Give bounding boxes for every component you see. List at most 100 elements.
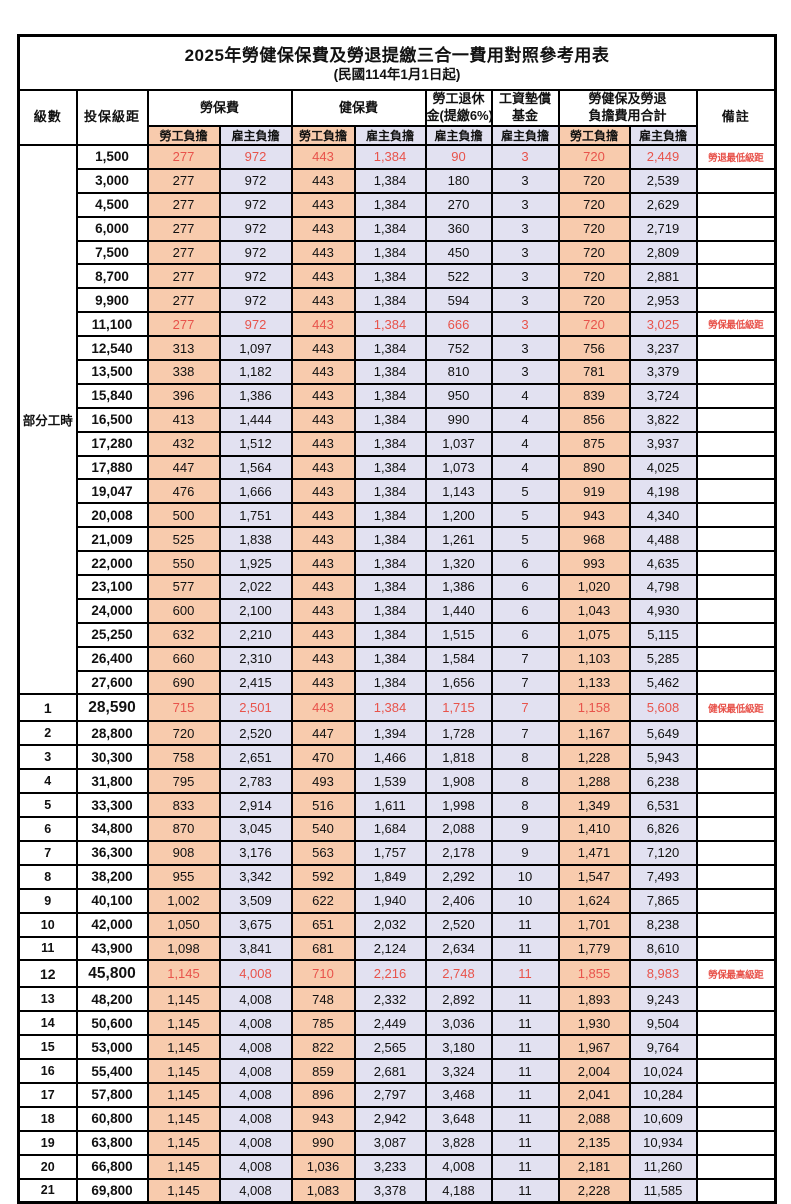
cell-health-employee: 443: [290, 144, 356, 170]
cell-labor-employee: 313: [146, 335, 221, 362]
cell-labor-employee: 396: [146, 382, 221, 409]
cell-pension-employer: 1,440: [424, 597, 493, 624]
cell-fund-employer: 3: [490, 191, 560, 218]
cell-labor-employee: 476: [146, 478, 221, 505]
cell-total-employer: 3,937: [628, 430, 698, 457]
cell-fund-employer: 6: [490, 621, 560, 648]
cell-labor-employer: 4,008: [218, 1034, 293, 1061]
cell-health-employee: 785: [290, 1010, 356, 1037]
cell-level: 5: [17, 792, 78, 819]
cell-fund-employer: 11: [490, 935, 560, 962]
cell-total-employee: 1,075: [557, 621, 631, 648]
cell-remark: [695, 792, 777, 819]
cell-fund-employer: 11: [490, 1058, 560, 1084]
cell-labor-employer: 4,008: [218, 1105, 293, 1132]
cell-labor-employer: 1,925: [218, 550, 293, 577]
cell-remark: [695, 382, 777, 409]
cell-health-employee: 540: [290, 816, 356, 842]
table-row: 1 28,590 715 2,501 443 1,384 1,715 7 1,158 5,608 健…: [17, 693, 777, 723]
cell-labor-employer: 3,675: [218, 911, 293, 938]
cell-labor-employer: 1,751: [218, 502, 293, 529]
cell-bracket: 9,900: [75, 287, 149, 314]
cell-labor-employee: 1,145: [146, 1058, 221, 1084]
table-row: 4 31,800 795 2,783 493 1,539 1,908 8 1,288 6,238: [17, 768, 777, 795]
cell-pension-employer: 1,073: [424, 454, 493, 481]
cell-total-employer: 4,488: [628, 526, 698, 553]
cell-health-employee: 443: [290, 693, 356, 723]
table-row: 8 38,200 955 3,342 592 1,849 2,292 10 1,547 7,493: [17, 863, 777, 890]
table-row: 2 28,800 720 2,520 447 1,394 1,728 7 1,167 5,649: [17, 720, 777, 747]
cell-fund-employer: 6: [490, 550, 560, 577]
cell-labor-employer: 4,008: [218, 1177, 293, 1204]
cell-health-employer: 1,384: [353, 191, 427, 218]
cell-health-employee: 443: [290, 669, 356, 696]
cell-pension-employer: 2,520: [424, 911, 493, 938]
cell-labor-employee: 1,145: [146, 1081, 221, 1108]
cell-fund-employer: 4: [490, 454, 560, 481]
cell-bracket: 25,250: [75, 621, 149, 648]
cell-bracket: 24,000: [75, 597, 149, 624]
cell-pension-employer: 1,715: [424, 693, 493, 723]
cell-pension-employer: 450: [424, 239, 493, 266]
cell-total-employee: 2,088: [557, 1105, 631, 1132]
cell-pension-employer: 810: [424, 359, 493, 385]
header-health-employer: 雇主負擔: [353, 125, 427, 146]
table-row: 20 66,800 1,145 4,008 1,036 3,233 4,008 11 2,181…: [17, 1153, 777, 1180]
cell-total-employee: 720: [557, 167, 631, 194]
cell-health-employee: 443: [290, 191, 356, 218]
cell-total-employer: 10,024: [628, 1058, 698, 1084]
cell-labor-employer: 3,841: [218, 935, 293, 962]
cell-pension-employer: 594: [424, 287, 493, 314]
cell-health-employee: 443: [290, 263, 356, 290]
cell-health-employer: 1,384: [353, 574, 427, 600]
cell-health-employee: 443: [290, 597, 356, 624]
cell-labor-employee: 577: [146, 574, 221, 600]
cell-pension-employer: 3,036: [424, 1010, 493, 1037]
cell-total-employee: 1,410: [557, 816, 631, 842]
cell-health-employee: 443: [290, 167, 356, 194]
cell-bracket: 15,840: [75, 382, 149, 409]
cell-bracket: 60,800: [75, 1105, 149, 1132]
table-row: 12 45,800 1,145 4,008 710 2,216 2,748 11 1,855 8,…: [17, 959, 777, 989]
cell-labor-employee: 1,145: [146, 1129, 221, 1156]
cell-level: 6: [17, 816, 78, 842]
cell-health-employer: 1,384: [353, 239, 427, 266]
cell-fund-employer: 3: [490, 311, 560, 338]
cell-health-employee: 896: [290, 1081, 356, 1108]
cell-health-employee: 443: [290, 287, 356, 314]
cell-total-employer: 2,719: [628, 215, 698, 242]
cell-remark: [695, 839, 777, 866]
cell-health-employee: 443: [290, 550, 356, 577]
cell-labor-employer: 1,512: [218, 430, 293, 457]
cell-level: 11: [17, 935, 78, 962]
cell-fund-employer: 3: [490, 359, 560, 385]
cell-labor-employee: 1,145: [146, 959, 221, 989]
cell-fund-employer: 8: [490, 744, 560, 771]
cell-remark: [695, 502, 777, 529]
cell-pension-employer: 950: [424, 382, 493, 409]
table-row: 27,600 690 2,415 443 1,384 1,656 7 1,133 5,462: [19, 669, 777, 696]
cell-health-employer: 1,384: [353, 287, 427, 314]
cell-health-employer: 1,384: [353, 693, 427, 723]
cell-health-employer: 1,384: [353, 621, 427, 648]
cell-fund-employer: 10: [490, 863, 560, 890]
cell-health-employee: 592: [290, 863, 356, 890]
cell-fund-employer: 9: [490, 816, 560, 842]
cell-total-employee: 720: [557, 144, 631, 170]
cell-bracket: 13,500: [75, 359, 149, 385]
cell-health-employee: 990: [290, 1129, 356, 1156]
cell-pension-employer: 1,143: [424, 478, 493, 505]
cell-bracket: 27,600: [75, 669, 149, 696]
cell-labor-employee: 1,145: [146, 986, 221, 1013]
cell-level: 21: [17, 1177, 78, 1204]
cell-health-employer: 1,384: [353, 478, 427, 505]
cell-remark: 勞保最高級距: [695, 959, 777, 989]
cell-labor-employee: 600: [146, 597, 221, 624]
cell-labor-employer: 2,415: [218, 669, 293, 696]
cell-total-employee: 919: [557, 478, 631, 505]
cell-health-employer: 3,378: [353, 1177, 427, 1204]
cell-labor-employer: 972: [218, 287, 293, 314]
header-sub-row: 勞工負擔 雇主負擔 勞工負擔 雇主負擔 雇主負擔 雇主負擔 勞工負擔 雇主負擔: [19, 125, 776, 146]
cell-remark: 勞保最低級距: [695, 311, 777, 338]
cell-level: 14: [17, 1010, 78, 1037]
